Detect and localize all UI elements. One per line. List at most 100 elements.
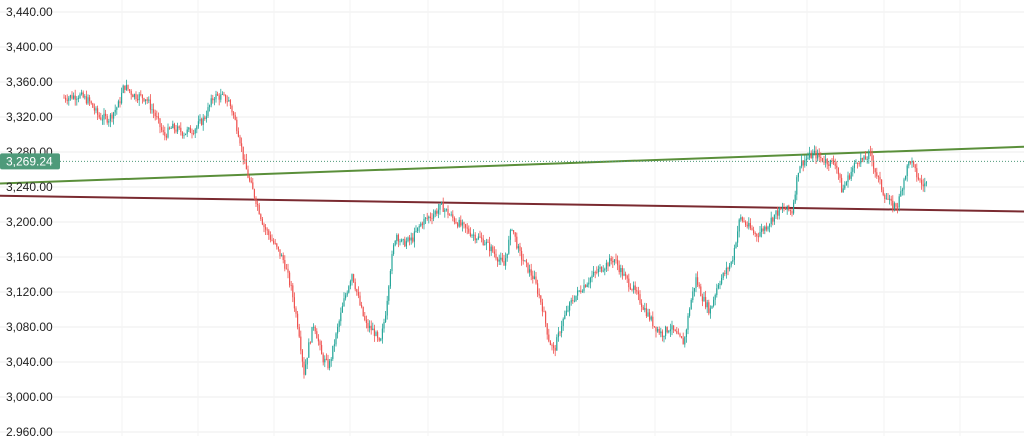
candle-body [77, 97, 79, 99]
candle-body [660, 331, 662, 334]
candle-body [271, 239, 273, 241]
candle-body [514, 232, 516, 237]
candle-body [673, 325, 675, 331]
candle-body [730, 261, 732, 266]
candle-body [738, 219, 740, 232]
candle-body [149, 99, 151, 110]
candle-body [274, 243, 276, 245]
candle-body [913, 161, 915, 165]
candle-body [804, 160, 806, 166]
candle-body [349, 281, 351, 287]
candle-body [201, 119, 203, 125]
candle-body [439, 204, 441, 210]
candle-body [890, 198, 892, 201]
candle-body [705, 296, 707, 308]
candle-body [327, 359, 329, 368]
candle-body [906, 165, 908, 177]
candle-body [737, 231, 739, 243]
candle-body [71, 95, 73, 99]
candle-body [306, 357, 308, 365]
candle-body [482, 238, 484, 245]
candle-body [711, 305, 713, 309]
candle-body [647, 312, 649, 317]
candle-body [239, 136, 241, 144]
candle-body [706, 302, 708, 308]
candle-body [85, 96, 87, 104]
candle-body [612, 260, 614, 263]
candle-body [852, 167, 854, 172]
candle-body [300, 336, 302, 351]
candle-body [655, 326, 657, 332]
candle-body [313, 326, 315, 328]
candle-body [156, 116, 158, 117]
candle-body [844, 185, 846, 189]
candle-body [497, 258, 499, 262]
candle-body [748, 222, 750, 227]
candle-body [557, 332, 559, 338]
candle-body [783, 208, 785, 209]
candle-body [721, 277, 723, 284]
candle-body [820, 156, 822, 158]
candle-body [369, 325, 371, 329]
candle-body [138, 94, 140, 101]
y-tick-label: 2,960.00 [6, 425, 53, 436]
candle-body [754, 233, 756, 234]
candle-body [244, 159, 246, 161]
candle-body [757, 236, 759, 238]
candle-body [282, 255, 284, 261]
candle-body [490, 246, 492, 252]
candle-body [860, 157, 862, 164]
candle-body [319, 341, 321, 345]
candle-layer [63, 79, 927, 379]
candle-body [684, 337, 686, 345]
candle-body [364, 316, 366, 321]
candle-body [298, 327, 300, 337]
candle-body [701, 296, 703, 302]
candle-body [301, 350, 303, 362]
candle-body [409, 237, 411, 241]
candle-body [74, 95, 76, 100]
candle-body [527, 262, 529, 273]
candle-body [361, 305, 363, 307]
candle-body [103, 113, 105, 120]
candle-body [874, 168, 876, 173]
candle-body [505, 258, 507, 266]
candle-body [122, 85, 124, 93]
candle-body [693, 287, 695, 292]
candle-body [130, 90, 132, 95]
candle-body [810, 152, 812, 159]
candle-body [724, 272, 726, 274]
candle-body [641, 303, 643, 307]
candle-body [685, 329, 687, 338]
candle-body [895, 203, 897, 207]
candle-body [468, 228, 470, 233]
candle-body [258, 205, 260, 215]
candle-body [543, 311, 545, 313]
candle-body [633, 285, 635, 290]
candle-body [357, 292, 359, 296]
candle-body [437, 209, 439, 214]
candle-body [157, 116, 159, 119]
candle-body [68, 97, 70, 101]
candle-body [250, 180, 252, 183]
y-tick-label: 3,040.00 [6, 355, 53, 369]
candle-body [562, 318, 564, 327]
candle-body [841, 177, 843, 193]
candle-body [885, 198, 887, 200]
candle-body [905, 176, 907, 180]
candle-body [524, 260, 526, 262]
candle-body [89, 97, 91, 102]
candle-body [925, 182, 927, 184]
candle-body [116, 107, 118, 110]
candle-body [578, 290, 580, 292]
candle-body [199, 119, 201, 122]
candle-body [797, 172, 799, 178]
candle-body [796, 177, 798, 195]
candle-body [63, 97, 65, 99]
candle-body [775, 210, 777, 215]
candle-body [642, 306, 644, 310]
candle-body [217, 94, 219, 96]
candle-body [861, 157, 863, 160]
candle-body [388, 286, 390, 301]
